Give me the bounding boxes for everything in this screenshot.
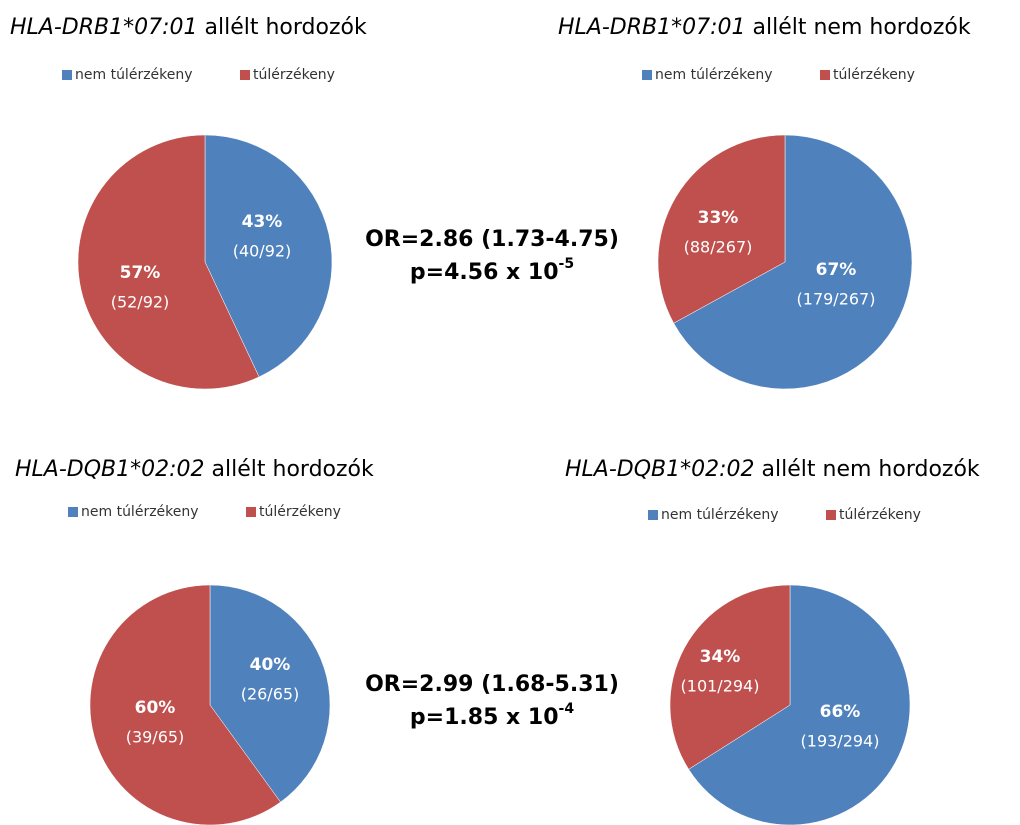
p-text: p=1.85 x 10 [410, 705, 559, 730]
title-gene: HLA-DQB1*02:02 [15, 457, 205, 482]
legend-label: nem túlérzékeny [661, 507, 779, 523]
chart-title: HLA-DQB1*02:02 allélt hordozók [15, 457, 374, 482]
pie-slice [673, 134, 913, 390]
legend-swatch [826, 510, 836, 520]
value-label: 34% [700, 647, 741, 667]
pie-slice [204, 134, 333, 378]
chart-title: HLA-DRB1*07:01 allélt hordozók [10, 15, 367, 40]
title-gene: HLA-DRB1*07:01 [558, 15, 746, 40]
legend-swatch [68, 507, 78, 517]
legend-label: nem túlérzékeny [75, 67, 193, 83]
odds-ratio: OR=2.86 (1.73-4.75) [365, 227, 619, 252]
p-value: p=4.56 x 10-5 [410, 256, 574, 285]
count-label: (193/294) [801, 732, 880, 751]
legend-swatch [642, 70, 652, 80]
title-gene: HLA-DQB1*02:02 [565, 457, 755, 482]
pie-slice [688, 584, 911, 825]
p-exponent: -5 [559, 256, 575, 272]
p-value: p=1.85 x 10-4 [410, 701, 574, 730]
legend-swatch [648, 510, 658, 520]
count-label: (40/92) [233, 242, 292, 261]
p-exponent: -4 [559, 701, 575, 717]
count-label: (52/92) [111, 293, 170, 312]
pie-slice [89, 584, 281, 825]
legend-swatch [246, 507, 256, 517]
value-label: 66% [820, 702, 861, 722]
title-text: allélt hordozók [212, 457, 374, 482]
value-label: 33% [698, 208, 739, 228]
chart-title: HLA-DQB1*02:02 allélt nem hordozók [565, 457, 980, 482]
title-text: allélt nem hordozók [762, 457, 980, 482]
value-label: 60% [135, 698, 176, 718]
legend-swatch [240, 70, 250, 80]
count-label: (39/65) [126, 728, 185, 747]
count-label: (101/294) [681, 677, 760, 696]
value-label: 67% [816, 260, 857, 280]
title-text: allélt nem hordozók [753, 15, 971, 40]
legend-label: nem túlérzékeny [655, 67, 773, 83]
count-label: (179/267) [797, 290, 876, 309]
value-label: 57% [120, 263, 161, 283]
pie-slice [77, 134, 260, 390]
legend-label: túlérzékeny [259, 504, 341, 520]
pie-slice [209, 584, 331, 803]
legend-label: nem túlérzékeny [81, 504, 199, 520]
legend-swatch [820, 70, 830, 80]
count-label: (88/267) [684, 238, 753, 257]
value-label: 43% [242, 212, 283, 232]
pie-slice [669, 584, 791, 770]
legend-label: túlérzékeny [253, 67, 335, 83]
p-text: p=4.56 x 10 [410, 260, 559, 285]
pie-slice [657, 134, 786, 324]
legend-label: túlérzékeny [839, 507, 921, 523]
legend-label: túlérzékeny [833, 67, 915, 83]
chart-title: HLA-DRB1*07:01 allélt nem hordozók [558, 15, 971, 40]
count-label: (26/65) [241, 685, 300, 704]
title-text: allélt hordozók [205, 15, 367, 40]
odds-ratio: OR=2.99 (1.68-5.31) [365, 672, 619, 697]
legend-swatch [62, 70, 72, 80]
title-gene: HLA-DRB1*07:01 [10, 15, 198, 40]
value-label: 40% [250, 655, 291, 675]
